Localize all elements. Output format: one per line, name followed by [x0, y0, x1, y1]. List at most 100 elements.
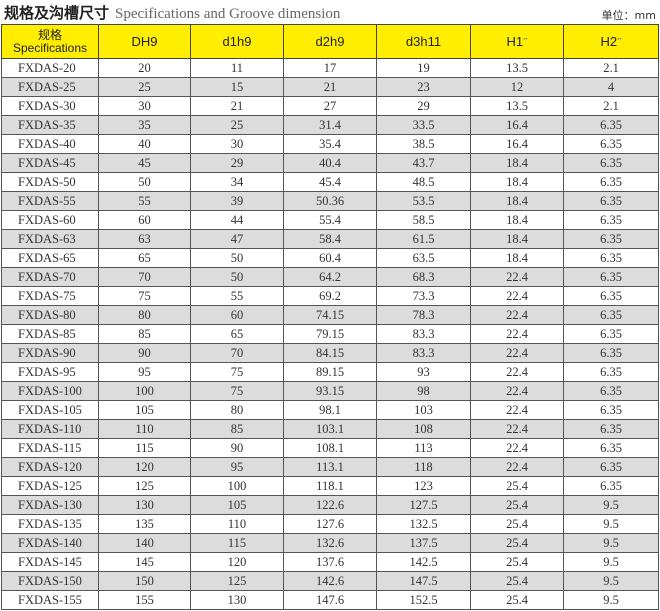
header-d3h11: d3h11 [376, 24, 471, 59]
table-cell: 155 [98, 590, 191, 610]
table-cell: 118 [376, 457, 471, 477]
table-cell: 100 [190, 476, 284, 496]
table-cell: 132.6 [283, 533, 377, 553]
table-cell: 29 [376, 96, 471, 116]
table-cell: 80 [190, 400, 284, 420]
table-cell: 113.1 [283, 457, 377, 477]
table-cell: FXDAS-115 [1, 438, 99, 458]
header-h1-label: H1 [506, 34, 524, 49]
table-cell: 39 [190, 191, 284, 211]
table-cell: 2.1 [563, 58, 659, 78]
header-d1h9: d1h9 [190, 24, 284, 59]
table-cell: 6.35 [563, 210, 659, 230]
table-cell: 6.35 [563, 248, 659, 268]
unit-label: 单位：mm [601, 9, 656, 22]
table-cell: 70 [190, 343, 284, 363]
header-row: 规格 Specifications DH9 d1h9 d2h9 d3h11 H1▪… [1, 24, 659, 59]
table-cell: 110 [98, 419, 191, 439]
table-cell: 6.35 [563, 229, 659, 249]
table-cell: 78.3 [376, 305, 471, 325]
table-cell: 75 [190, 362, 284, 382]
page-title: 规格及沟槽尺寸 Specifications and Groove dimensi… [4, 2, 340, 23]
table-cell: FXDAS-105 [1, 400, 99, 420]
table-cell: 68.3 [376, 267, 471, 287]
table-cell: FXDAS-145 [1, 552, 99, 572]
table-cell: 48.5 [376, 172, 471, 192]
table-cell: FXDAS-55 [1, 191, 99, 211]
table-cell: 135 [98, 514, 191, 534]
table-cell: 6.35 [563, 153, 659, 173]
table-cell: 142.6 [283, 571, 377, 591]
table-cell: 18.4 [470, 229, 564, 249]
table-row: FXDAS-140 140 115 132.6 137.5 25.4 9.5 [1, 533, 659, 553]
table-cell: 98 [376, 381, 471, 401]
table-cell: 6.35 [563, 134, 659, 154]
table-cell: FXDAS-50 [1, 172, 99, 192]
table-cell: 110 [190, 514, 284, 534]
table-cell: 142.5 [376, 552, 471, 572]
table-cell: FXDAS-25 [1, 77, 99, 97]
table-cell: 115 [98, 438, 191, 458]
table-cell: 69.2 [283, 286, 377, 306]
table-cell: 11 [190, 58, 284, 78]
table-cell: 27 [283, 96, 377, 116]
table-cell: 25.4 [470, 571, 564, 591]
table-cell: 6.35 [563, 305, 659, 325]
table-cell: 137.5 [376, 533, 471, 553]
table-cell: 22.4 [470, 381, 564, 401]
table-cell: FXDAS-125 [1, 476, 99, 496]
table-cell: 6.35 [563, 286, 659, 306]
table-cell: 61.5 [376, 229, 471, 249]
table-cell: 25.4 [470, 533, 564, 553]
table-cell: FXDAS-35 [1, 115, 99, 135]
table-cell: 108.1 [283, 438, 377, 458]
table-cell: 25.4 [470, 476, 564, 496]
table-cell: 47 [190, 229, 284, 249]
table-cell: 25.4 [470, 495, 564, 515]
table-cell: 105 [98, 400, 191, 420]
table-cell: 38.5 [376, 134, 471, 154]
table-cell: 85 [190, 419, 284, 439]
table-cell: 103.1 [283, 419, 377, 439]
table-row: FXDAS-60 60 44 55.4 58.5 18.4 6.35 [1, 210, 659, 230]
table-cell: 18.4 [470, 210, 564, 230]
table-row: FXDAS-130 130 105 122.6 127.5 25.4 9.5 [1, 495, 659, 515]
table-cell: 6.35 [563, 419, 659, 439]
table-row: FXDAS-110 110 85 103.1 108 22.4 6.35 [1, 419, 659, 439]
table-row: FXDAS-50 50 34 45.4 48.5 18.4 6.35 [1, 172, 659, 192]
table-cell: 15 [190, 77, 284, 97]
table-cell: 22.4 [470, 305, 564, 325]
table-cell: 18.4 [470, 172, 564, 192]
table-cell: 100 [98, 381, 191, 401]
table-cell: 118.1 [283, 476, 377, 496]
table-cell: 75 [98, 286, 191, 306]
table-cell: 35.4 [283, 134, 377, 154]
table-cell: 23 [376, 77, 471, 97]
table-cell: 60 [190, 305, 284, 325]
table-cell: 22.4 [470, 324, 564, 344]
table-cell: 93.15 [283, 381, 377, 401]
table-cell: FXDAS-90 [1, 343, 99, 363]
table-cell: 132.5 [376, 514, 471, 534]
table-row: FXDAS-40 40 30 35.4 38.5 16.4 6.35 [1, 134, 659, 154]
table-row: FXDAS-145 145 120 137.6 142.5 25.4 9.5 [1, 552, 659, 572]
table-cell: 18.4 [470, 153, 564, 173]
table-cell: 60 [98, 210, 191, 230]
table-cell: FXDAS-45 [1, 153, 99, 173]
table-cell: 9.5 [563, 495, 659, 515]
table-cell: FXDAS-80 [1, 305, 99, 325]
table-cell: 6.35 [563, 457, 659, 477]
table-row: FXDAS-45 45 29 40.4 43.7 18.4 6.35 [1, 153, 659, 173]
table-row: FXDAS-150 150 125 142.6 147.5 25.4 9.5 [1, 571, 659, 591]
table-cell: 44 [190, 210, 284, 230]
table-cell: 18.4 [470, 191, 564, 211]
table-cell: FXDAS-130 [1, 495, 99, 515]
table-cell: 125 [98, 476, 191, 496]
table-cell: 40.4 [283, 153, 377, 173]
table-cell: 120 [98, 457, 191, 477]
table-row: FXDAS-65 65 50 60.4 63.5 18.4 6.35 [1, 248, 659, 268]
table-cell: FXDAS-30 [1, 96, 99, 116]
table-cell: FXDAS-60 [1, 210, 99, 230]
table-row: FXDAS-90 90 70 84.15 83.3 22.4 6.35 [1, 343, 659, 363]
table-cell: 95 [190, 457, 284, 477]
